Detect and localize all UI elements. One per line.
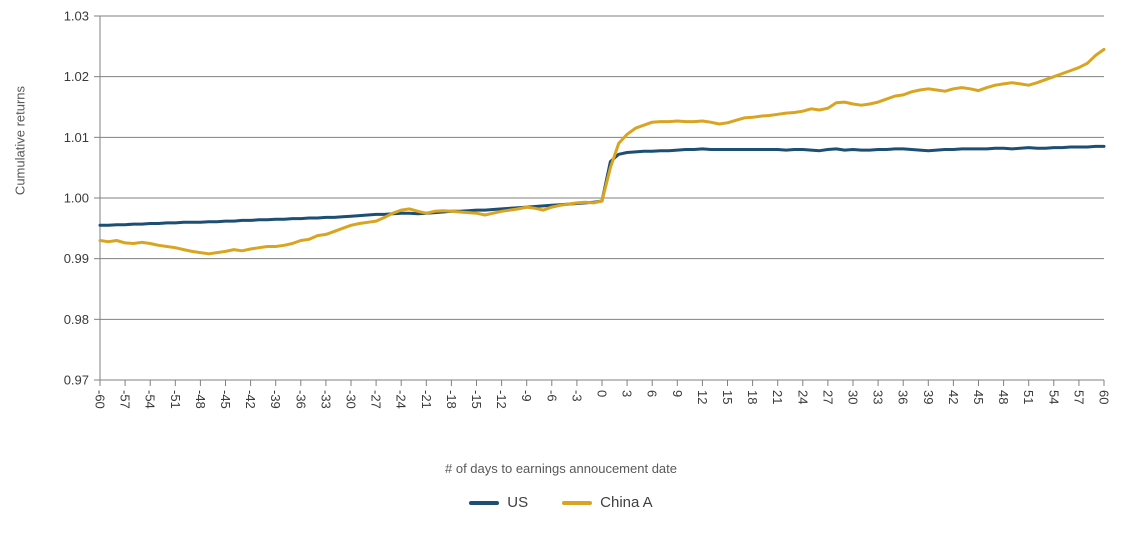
svg-text:-30: -30	[344, 390, 359, 409]
svg-text:-39: -39	[268, 390, 283, 409]
y-axis-title: Cumulative returns	[12, 85, 28, 196]
svg-text:-18: -18	[444, 390, 459, 409]
chart-plot-area: 0.970.980.991.001.011.021.03-60 -57 -54 -51…	[64, 9, 1112, 409]
svg-text:1.00: 1.00	[64, 191, 89, 206]
svg-text:-9: -9	[519, 390, 534, 402]
us-line-swatch	[469, 500, 500, 505]
svg-text:30: 30	[846, 390, 861, 404]
svg-text:-60: -60	[93, 390, 108, 409]
svg-text:-36: -36	[293, 390, 308, 409]
svg-text:39: 39	[921, 390, 936, 404]
svg-text:0.98: 0.98	[64, 312, 89, 327]
svg-text:-42: -42	[243, 390, 258, 409]
svg-text:21: 21	[770, 390, 785, 404]
svg-text:-27: -27	[369, 390, 384, 409]
svg-text:-48: -48	[193, 390, 208, 409]
svg-text:36: 36	[896, 390, 911, 404]
svg-text:-54: -54	[143, 390, 158, 409]
svg-text:54: 54	[1046, 390, 1061, 404]
svg-text:-45: -45	[218, 390, 233, 409]
svg-text:-15: -15	[469, 390, 484, 409]
svg-text:-6: -6	[544, 390, 559, 402]
svg-text:-12: -12	[494, 390, 509, 409]
svg-text:0: 0	[595, 390, 610, 397]
svg-text:12: 12	[695, 390, 710, 404]
svg-text:-24: -24	[394, 390, 409, 409]
svg-text:0.99: 0.99	[64, 251, 89, 266]
svg-text:27: 27	[820, 390, 835, 404]
svg-text:-3: -3	[569, 390, 584, 402]
svg-text:1.01: 1.01	[64, 130, 89, 145]
legend-label-china-a: China A	[600, 494, 653, 511]
svg-text:-51: -51	[168, 390, 183, 409]
svg-text:42: 42	[946, 390, 961, 404]
svg-text:18: 18	[745, 390, 760, 404]
china-a-line-swatch	[562, 500, 593, 505]
svg-text:1.02: 1.02	[64, 69, 89, 84]
svg-text:0.97: 0.97	[64, 373, 89, 388]
svg-text:45: 45	[971, 390, 986, 404]
svg-text:48: 48	[996, 390, 1011, 404]
svg-text:57: 57	[1071, 390, 1086, 404]
legend-item-china-a: China A	[562, 494, 653, 511]
svg-text:-57: -57	[118, 390, 133, 409]
svg-text:9: 9	[670, 390, 685, 397]
legend-label-us: US	[507, 494, 529, 511]
svg-text:33: 33	[871, 390, 886, 404]
svg-text:1.03: 1.03	[64, 9, 89, 24]
svg-text:60: 60	[1097, 390, 1112, 404]
svg-text:15: 15	[720, 390, 735, 404]
svg-text:24: 24	[795, 390, 810, 404]
svg-text:-21: -21	[419, 390, 434, 409]
svg-text:3: 3	[620, 390, 635, 397]
svg-text:6: 6	[645, 390, 660, 397]
x-axis-title: # of days to earnings annoucement date	[445, 461, 677, 476]
svg-text:51: 51	[1021, 390, 1036, 404]
legend: US China A	[0, 494, 1122, 511]
svg-text:-33: -33	[318, 390, 333, 409]
legend-item-us: US	[469, 494, 528, 511]
